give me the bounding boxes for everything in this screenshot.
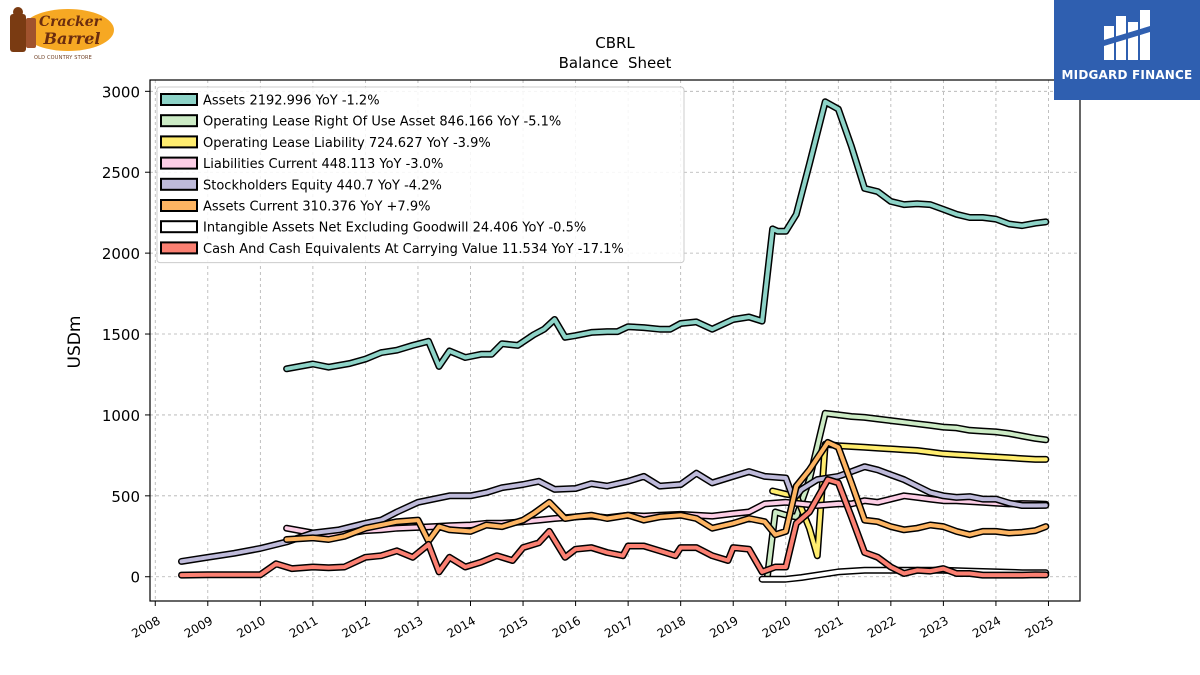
y-tick-label: 2000: [102, 245, 140, 263]
y-axis-label: USDm: [65, 316, 85, 369]
legend-label: Assets 2192.996 YoY -1.2%: [203, 94, 380, 109]
series-core: [284, 440, 1048, 544]
series-core: [179, 477, 1048, 578]
x-tick-label: 2009: [182, 613, 215, 640]
series-core: [179, 464, 1048, 564]
legend-label: Stockholders Equity 440.7 YoY -4.2%: [203, 178, 442, 193]
legend-swatch: [160, 177, 198, 191]
legend-item: Liabilities Current 448.113 YoY -3.0%: [160, 156, 443, 172]
legend-item: Assets Current 310.376 YoY +7.9%: [160, 199, 430, 215]
x-tick-label: 2017: [602, 613, 635, 640]
legend-item: Intangible Assets Net Excluding Goodwill…: [160, 220, 586, 236]
chart-subtitle: Balance Sheet: [559, 54, 672, 72]
series-line-4: [178, 463, 1050, 565]
legend-label: Operating Lease Right Of Use Asset 846.1…: [203, 115, 561, 130]
midgard-mark-icon: [1104, 10, 1150, 60]
legend-label: Operating Lease Liability 724.627 YoY -3…: [203, 136, 491, 151]
legend-swatch: [160, 156, 198, 170]
legend-item: Operating Lease Right Of Use Asset 846.1…: [160, 114, 561, 130]
brand-name: MIDGARD FINANCE: [1061, 68, 1193, 82]
legend-swatch: [160, 220, 198, 234]
svg-text:Cracker: Cracker: [39, 14, 103, 30]
midgard-finance-logo: MIDGARD FINANCE: [1054, 0, 1200, 100]
x-tick-label: 2025: [1023, 613, 1056, 640]
x-tick-label: 2020: [760, 613, 793, 640]
legend-item: Assets 2192.996 YoY -1.2%: [160, 93, 380, 109]
x-tick-label: 2019: [707, 613, 740, 640]
x-tick-label: 2023: [917, 613, 950, 640]
cracker-barrel-logo: Cracker Barrel OLD COUNTRY STORE: [4, 4, 116, 64]
barrel-icon: Cracker Barrel: [10, 7, 114, 52]
legend-item: Cash And Cash Equivalents At Carrying Va…: [160, 241, 624, 257]
x-tick-label: 2021: [812, 613, 845, 640]
legend-label: Intangible Assets Net Excluding Goodwill…: [203, 221, 586, 236]
series-lines: [178, 98, 1050, 583]
series-line-0: [283, 98, 1050, 373]
y-tick-label: 2500: [102, 164, 140, 182]
legend-swatch: [160, 114, 198, 128]
legend-swatch: [160, 199, 198, 212]
x-tick-label: 2016: [550, 613, 583, 640]
y-tick-label: 500: [111, 488, 140, 506]
legend-item: Stockholders Equity 440.7 YoY -4.2%: [160, 177, 442, 193]
legend-label: Cash And Cash Equivalents At Carrying Va…: [203, 242, 624, 257]
x-tick-label: 2012: [339, 613, 372, 640]
legend-swatch: [160, 93, 198, 106]
series-core: [284, 99, 1048, 371]
legend-swatch: [160, 241, 198, 255]
x-tick-label: 2018: [655, 613, 688, 640]
plot-frame: [149, 79, 1081, 602]
svg-text:Barrel: Barrel: [42, 29, 100, 48]
series-core: [765, 411, 1048, 579]
series-core: [770, 442, 1048, 558]
y-tick-label: 1500: [102, 326, 140, 344]
x-tick-label: 2011: [287, 613, 320, 640]
x-tick-label: 2013: [392, 613, 425, 640]
x-tick-label: 2014: [445, 613, 478, 640]
logo-tagline: OLD COUNTRY STORE: [34, 55, 93, 61]
legend-box: [156, 86, 685, 264]
series-line-7: [178, 476, 1050, 579]
x-tick-label: 2022: [865, 613, 898, 640]
legend-label: Assets Current 310.376 YoY +7.9%: [203, 200, 430, 215]
y-tick-label: 3000: [102, 83, 140, 101]
x-tick-label: 2024: [970, 613, 1003, 640]
y-tick-label: 0: [130, 569, 140, 587]
series-line-5: [283, 438, 1050, 545]
x-tick-label: 2008: [129, 613, 162, 640]
legend-item: Operating Lease Liability 724.627 YoY -3…: [160, 135, 491, 151]
series-line-2: [769, 440, 1050, 560]
x-tick-label: 2010: [234, 613, 267, 640]
legend-label: Liabilities Current 448.113 YoY -3.0%: [203, 157, 443, 172]
x-tick-label: 2015: [497, 613, 530, 640]
legend-swatch: [160, 135, 198, 149]
y-tick-label: 1000: [102, 407, 140, 425]
chart-title: CBRL: [595, 34, 635, 52]
legend: Assets 2192.996 YoY -1.2% Operating Lease…: [156, 86, 685, 264]
series-line-1: [763, 409, 1050, 581]
